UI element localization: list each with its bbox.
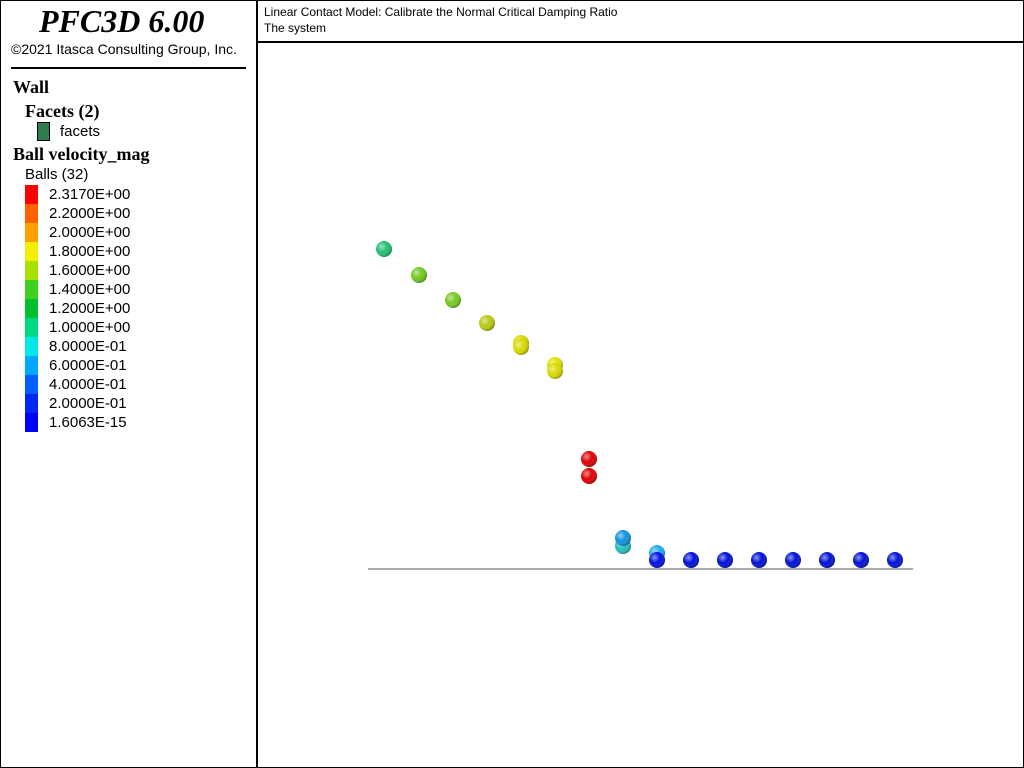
ball-shading bbox=[785, 552, 801, 568]
scale-label: 2.2000E+00 bbox=[49, 205, 131, 222]
ball-shading bbox=[581, 468, 597, 484]
scale-swatch bbox=[25, 299, 38, 318]
ball-heading: Ball velocity_mag bbox=[13, 144, 150, 164]
scale-label: 1.0000E+00 bbox=[49, 319, 131, 336]
scale-label: 6.0000E-01 bbox=[49, 357, 127, 374]
scale-label: 1.2000E+00 bbox=[49, 300, 131, 317]
scale-label: 4.0000E-01 bbox=[49, 376, 127, 393]
balls bbox=[376, 241, 903, 568]
ball-shading bbox=[819, 552, 835, 568]
scale-swatch bbox=[25, 318, 38, 337]
scale-label: 1.4000E+00 bbox=[49, 281, 131, 298]
scale-swatch bbox=[25, 204, 38, 223]
scale-swatch bbox=[25, 413, 38, 432]
scale-label: 1.6000E+00 bbox=[49, 262, 131, 279]
facets-swatch bbox=[37, 122, 50, 141]
app-title: PFC3D 6.00 bbox=[39, 3, 205, 39]
ball-shading bbox=[581, 451, 597, 467]
scale-swatch bbox=[25, 223, 38, 242]
view-subtitle: The system bbox=[264, 21, 327, 35]
scale-swatch bbox=[25, 375, 38, 394]
ball-shading bbox=[479, 315, 495, 331]
view-title: Linear Contact Model: Calibrate the Norm… bbox=[264, 5, 618, 19]
ball-shading bbox=[853, 552, 869, 568]
scale-label: 2.0000E-01 bbox=[49, 395, 127, 412]
ball-shading bbox=[513, 339, 529, 355]
scale-label: 2.0000E+00 bbox=[49, 224, 131, 241]
ball-shading bbox=[887, 552, 903, 568]
scale-swatch bbox=[25, 356, 38, 375]
legend-panel: PFC3D 6.00 ©2021 Itasca Consulting Group… bbox=[1, 1, 258, 767]
facets-label: facets bbox=[60, 123, 101, 140]
ball-shading bbox=[649, 552, 665, 568]
ball-shading bbox=[615, 530, 631, 546]
ball-shading bbox=[751, 552, 767, 568]
ball-shading bbox=[445, 292, 461, 308]
wall-heading: Wall bbox=[13, 77, 50, 97]
view-header: Linear Contact Model: Calibrate the Norm… bbox=[258, 1, 1023, 43]
ball-shading bbox=[376, 241, 392, 257]
ball-shading bbox=[411, 267, 427, 283]
scale-swatch bbox=[25, 261, 38, 280]
copyright: ©2021 Itasca Consulting Group, Inc. bbox=[11, 41, 237, 57]
balls-label: Balls (32) bbox=[25, 166, 89, 183]
scale-label: 8.0000E-01 bbox=[49, 338, 127, 355]
scale-swatch bbox=[25, 337, 38, 356]
scale-swatch bbox=[25, 242, 38, 261]
ball-shading bbox=[683, 552, 699, 568]
scale-swatch bbox=[25, 394, 38, 413]
scale-swatch bbox=[25, 185, 38, 204]
scale-swatch bbox=[25, 280, 38, 299]
scale-label: 1.6063E-15 bbox=[49, 414, 127, 431]
facets-heading: Facets (2) bbox=[25, 101, 100, 121]
scale-label: 2.3170E+00 bbox=[49, 186, 131, 203]
separator bbox=[11, 67, 246, 69]
ball-shading bbox=[547, 363, 563, 379]
ball-shading bbox=[717, 552, 733, 568]
scale-label: 1.8000E+00 bbox=[49, 243, 131, 260]
